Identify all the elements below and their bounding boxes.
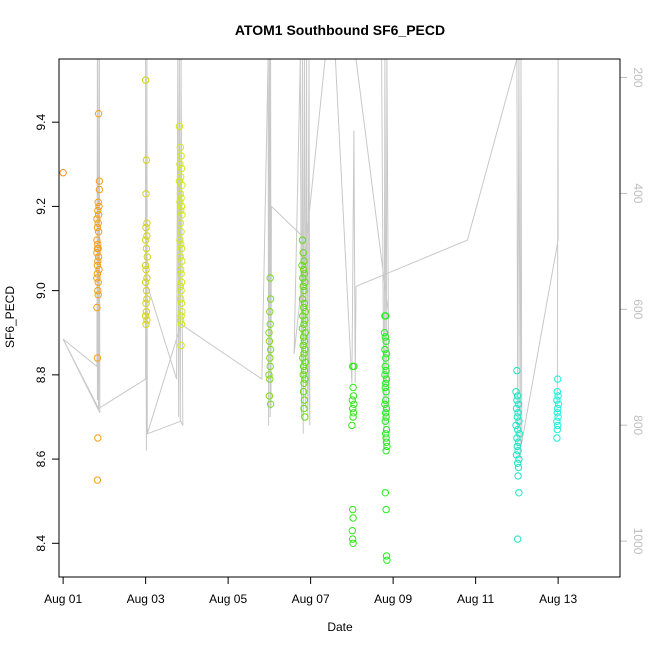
y-tick-label: 8.8: [34, 366, 48, 383]
y2-tick-label: 200: [631, 68, 645, 88]
y-tick-label: 9.0: [34, 282, 48, 299]
x-tick-label: Aug 05: [209, 592, 247, 606]
y2-tick-label: 1000: [631, 528, 645, 555]
y-tick-label: 8.4: [34, 535, 48, 552]
y-tick-label: 9.4: [34, 114, 48, 131]
x-tick-label: Aug 07: [292, 592, 330, 606]
chart-title: ATOM1 Southbound SF6_PECD: [235, 22, 445, 38]
y2-tick-label: 600: [631, 299, 645, 319]
x-axis-label: Date: [327, 620, 353, 634]
y2-tick-label: 800: [631, 415, 645, 435]
y-tick-label: 8.6: [34, 450, 48, 467]
y2-tick-label: 400: [631, 183, 645, 203]
x-tick-label: Aug 09: [374, 592, 412, 606]
chart-root: ATOM1 Southbound SF6_PECD Aug 01 Aug 03 Au…: [0, 0, 650, 650]
x-tick-label: Aug 13: [539, 592, 577, 606]
x-tick-label: Aug 11: [457, 592, 494, 606]
x-tick-label: Aug 03: [127, 592, 165, 606]
y-axis-label: SF6_PECD: [3, 286, 17, 348]
y-tick-label: 9.2: [34, 198, 48, 215]
x-tick-label: Aug 01: [44, 592, 82, 606]
